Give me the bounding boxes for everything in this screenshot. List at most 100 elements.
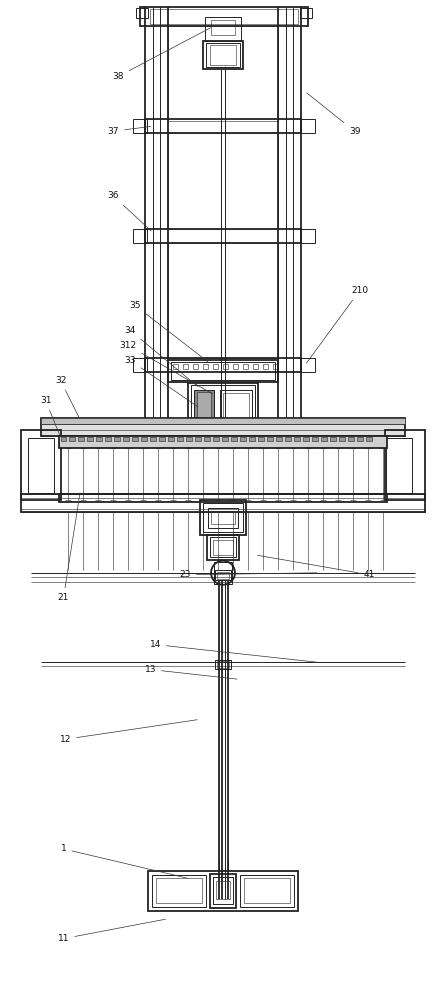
Bar: [168, 133, 278, 229]
Bar: [347, 437, 354, 441]
Text: 1: 1: [61, 844, 187, 878]
Bar: [249, 437, 255, 441]
Bar: [385, 430, 425, 500]
Bar: [159, 437, 165, 441]
Bar: [152, 875, 206, 907]
Bar: [168, 360, 278, 382]
Bar: [208, 508, 238, 528]
Bar: [213, 437, 219, 441]
Bar: [301, 119, 315, 133]
Text: 21: 21: [58, 493, 80, 602]
Bar: [321, 437, 326, 441]
Bar: [312, 437, 318, 441]
Bar: [216, 881, 230, 899]
Text: 13: 13: [145, 665, 237, 679]
Text: 32: 32: [55, 376, 79, 418]
Bar: [211, 20, 235, 35]
Bar: [276, 437, 282, 441]
Bar: [28, 438, 54, 493]
Bar: [136, 8, 148, 18]
Bar: [148, 871, 298, 911]
Text: 23: 23: [179, 570, 317, 579]
Bar: [244, 878, 290, 903]
Bar: [213, 877, 233, 904]
Bar: [339, 437, 345, 441]
Bar: [200, 500, 246, 535]
Bar: [213, 364, 218, 369]
Bar: [215, 660, 231, 669]
Bar: [217, 661, 229, 668]
Bar: [303, 437, 309, 441]
Bar: [133, 358, 147, 372]
Bar: [171, 362, 275, 380]
Bar: [285, 437, 291, 441]
Bar: [141, 437, 147, 441]
Bar: [145, 229, 301, 243]
Bar: [203, 41, 243, 69]
Text: 12: 12: [60, 720, 197, 744]
Text: 33: 33: [124, 356, 198, 407]
Bar: [41, 418, 405, 424]
Bar: [193, 364, 198, 369]
Bar: [156, 878, 202, 903]
Bar: [177, 437, 183, 441]
Bar: [294, 437, 300, 441]
Bar: [210, 537, 236, 557]
Bar: [210, 45, 236, 65]
Bar: [41, 418, 405, 436]
Bar: [207, 535, 239, 560]
Bar: [186, 437, 192, 441]
Bar: [240, 437, 246, 441]
Bar: [133, 119, 147, 133]
Text: 36: 36: [107, 191, 151, 231]
Bar: [204, 437, 210, 441]
Bar: [203, 503, 243, 532]
Bar: [273, 364, 278, 369]
Bar: [123, 437, 129, 441]
Bar: [357, 437, 363, 441]
Text: 210: 210: [306, 286, 368, 363]
Bar: [330, 437, 336, 441]
Bar: [263, 364, 268, 369]
Bar: [145, 119, 301, 133]
Text: 312: 312: [120, 341, 213, 394]
Bar: [194, 390, 214, 425]
Bar: [195, 437, 201, 441]
Text: 41: 41: [258, 555, 375, 579]
Bar: [210, 874, 236, 908]
Bar: [150, 437, 156, 441]
Bar: [300, 8, 312, 18]
Bar: [253, 364, 258, 369]
Bar: [197, 392, 211, 422]
Bar: [220, 390, 252, 430]
Bar: [206, 43, 240, 67]
Bar: [387, 438, 413, 493]
Bar: [191, 385, 255, 436]
Bar: [223, 364, 228, 369]
Bar: [21, 494, 425, 498]
Bar: [150, 9, 298, 24]
Text: 35: 35: [129, 301, 208, 362]
Bar: [168, 26, 278, 121]
Bar: [203, 364, 208, 369]
Bar: [240, 875, 294, 907]
Text: 31: 31: [40, 396, 59, 435]
Bar: [214, 562, 232, 584]
Bar: [168, 437, 174, 441]
Bar: [58, 436, 388, 448]
Bar: [21, 430, 61, 500]
Bar: [183, 364, 188, 369]
Bar: [366, 437, 372, 441]
Text: 39: 39: [307, 93, 360, 136]
Bar: [301, 358, 315, 372]
Bar: [258, 437, 264, 441]
Bar: [96, 437, 103, 441]
Text: 34: 34: [124, 326, 198, 387]
Bar: [188, 383, 258, 438]
Bar: [140, 7, 308, 26]
Bar: [222, 437, 228, 441]
Bar: [133, 229, 147, 243]
Bar: [223, 393, 249, 426]
Bar: [211, 511, 235, 524]
Bar: [58, 494, 388, 502]
